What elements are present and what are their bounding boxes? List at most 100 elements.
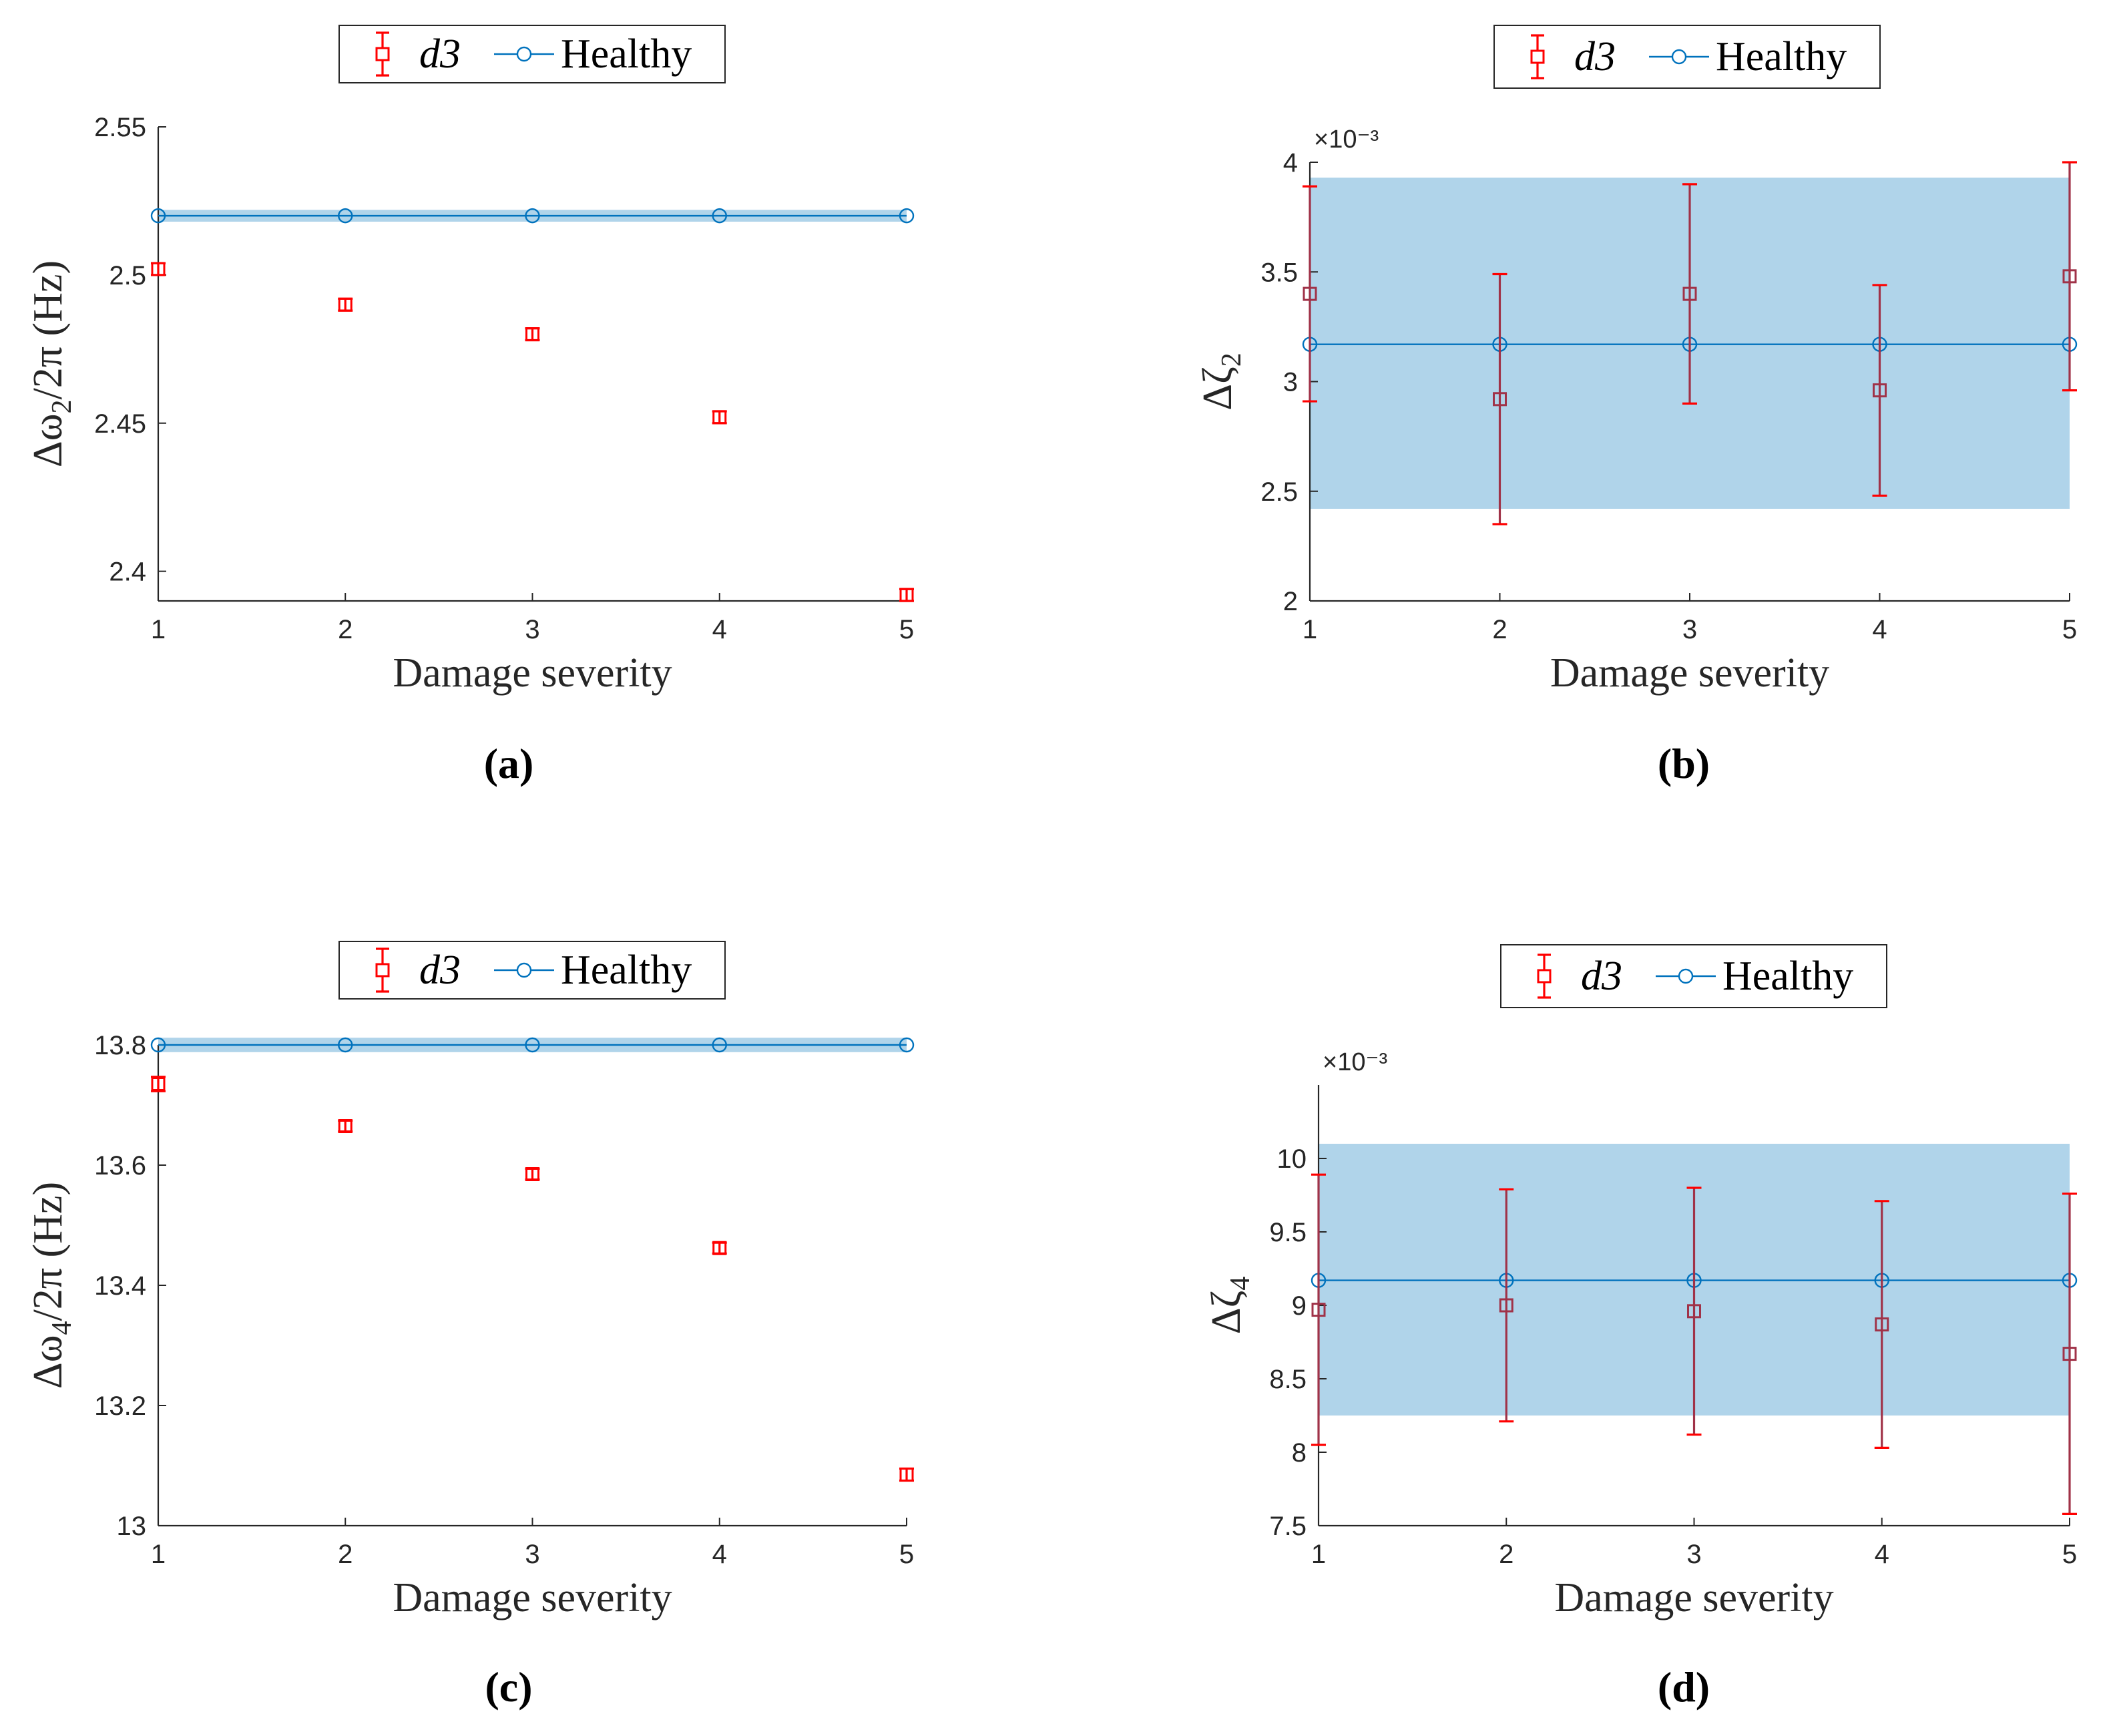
y-tick-label: 8 — [1292, 1438, 1307, 1468]
y-axis-label-subscript: 4 — [1225, 1277, 1256, 1291]
x-tick-label: 5 — [899, 615, 914, 644]
healthy-point — [899, 208, 915, 224]
y-tick-label: 2.4 — [109, 558, 146, 587]
d3-point — [1873, 383, 1887, 398]
d3-point — [525, 327, 539, 342]
legend-healthy-label: Healthy — [1716, 34, 1847, 79]
x-tick-label: 4 — [712, 615, 727, 644]
x-tick-label: 4 — [1875, 1540, 1889, 1569]
x-tick-label: 5 — [2062, 615, 2077, 644]
y-axis-label-main: Δζ — [1204, 1291, 1249, 1335]
healthy-point — [525, 1037, 540, 1053]
d3-point — [1303, 286, 1317, 301]
y-tick-label: 13.6 — [94, 1151, 146, 1180]
d3-error-bar — [1874, 1200, 1889, 1449]
y-axis-label-main: Δζ — [1195, 367, 1240, 411]
x-tick-label: 5 — [2062, 1540, 2077, 1569]
x-tick-label: 4 — [1872, 615, 1887, 644]
d3-point — [1682, 286, 1697, 301]
d3-point — [338, 1119, 353, 1133]
healthy-point — [150, 1037, 166, 1053]
legend: d3 Healthy — [1500, 944, 1887, 1008]
x-tick-label: 1 — [1303, 615, 1317, 644]
x-axis-label: Damage severity — [1554, 1575, 1833, 1620]
legend-d3-label: d3 — [1574, 34, 1616, 79]
y-axis-label: Δζ2 — [1195, 353, 1247, 411]
y-tick-label: 13 — [117, 1512, 147, 1541]
y-tick-label: 2.5 — [109, 261, 146, 290]
x-tick-label: 3 — [1682, 615, 1697, 644]
d3-error-bar — [1686, 1186, 1702, 1436]
d3-error-bar — [1311, 1173, 1326, 1446]
healthy-point — [899, 1037, 915, 1053]
y-tick-label: 3.5 — [1260, 258, 1298, 287]
d3-point — [1875, 1317, 1889, 1332]
d3-point — [1311, 1303, 1326, 1317]
legend-d3-label: d3 — [419, 947, 461, 993]
y-axis-label: Δζ4 — [1204, 1277, 1256, 1335]
x-tick-label: 4 — [712, 1540, 727, 1569]
y-tick-label: 13.2 — [94, 1391, 146, 1421]
legend-d3-marker — [375, 47, 390, 61]
healthy-point — [338, 1037, 353, 1053]
chart-panel-3: 1 2 3 4 5 13 13.2 13.4 13.6 13.8 Damage severity Δω… — [25, 941, 915, 1711]
legend: d3 Healthy — [1493, 25, 1881, 89]
x-tick-label: 2 — [1499, 1540, 1513, 1569]
y-tick-label: 13.8 — [94, 1031, 146, 1060]
panel-caption: (d) — [1658, 1663, 1710, 1711]
x-tick-label: 1 — [151, 1540, 166, 1569]
d3-point — [1687, 1304, 1701, 1319]
x-axis-label: Damage severity — [393, 650, 672, 696]
d3-error-bar — [1499, 1188, 1514, 1423]
x-tick-label: 2 — [1492, 615, 1507, 644]
d3-point — [712, 1241, 727, 1255]
x-tick-label: 1 — [151, 615, 166, 644]
legend: d3 Healthy — [338, 25, 726, 83]
legend-box — [338, 941, 726, 1000]
y-tick-label: 9 — [1292, 1291, 1307, 1321]
x-axis-label: Damage severity — [1550, 650, 1829, 696]
d3-error-bar — [2062, 161, 2077, 392]
y-axis-label-main: Δω — [25, 1335, 71, 1389]
legend-healthy-marker — [516, 46, 532, 62]
y-tick-label: 2.5 — [1260, 477, 1298, 507]
legend-d3-label: d3 — [419, 31, 461, 77]
panel-caption: (b) — [1658, 740, 1710, 787]
panel-caption: (c) — [485, 1663, 532, 1711]
y-exponent-label: ×10⁻³ — [1323, 1048, 1387, 1076]
legend-d3-marker — [375, 963, 390, 978]
d3-point — [1493, 392, 1507, 407]
x-tick-label: 1 — [1311, 1540, 1326, 1569]
y-tick-label: 2.45 — [94, 409, 146, 439]
y-tick-label: 2.55 — [94, 113, 146, 142]
d3-error-bar — [1303, 185, 1317, 403]
d3-point — [2062, 269, 2077, 284]
x-tick-label: 2 — [338, 1540, 353, 1569]
d3-point — [712, 410, 727, 425]
x-tick-label: 5 — [899, 1540, 914, 1569]
x-tick-label: 2 — [338, 615, 353, 644]
d3-point — [1499, 1298, 1513, 1313]
y-axis-label-rest: /2π (Hz) — [25, 1182, 71, 1321]
legend-healthy-marker — [1678, 968, 1694, 984]
d3-error-bar — [1872, 284, 1887, 497]
healthy-point — [525, 208, 540, 224]
legend-d3-label: d3 — [1581, 953, 1622, 999]
y-axis-label: Δω2/2π (Hz) — [25, 260, 77, 467]
d3-point — [2062, 1347, 2077, 1361]
legend-d3-marker — [1530, 49, 1545, 64]
d3-error-bar — [151, 1076, 166, 1092]
y-exponent-label: ×10⁻³ — [1314, 126, 1379, 154]
y-tick-label: 13.4 — [94, 1271, 146, 1301]
legend-healthy-marker — [516, 962, 532, 978]
y-axis-label-main: Δω — [25, 413, 71, 467]
legend: d3 Healthy — [338, 941, 726, 1000]
legend-d3-marker — [1537, 969, 1552, 984]
y-axis-label-subscript: 2 — [47, 399, 77, 413]
d3-point — [899, 588, 914, 602]
y-tick-label: 4 — [1283, 148, 1298, 178]
legend-healthy-label: Healthy — [561, 947, 692, 993]
panel-caption: (a) — [484, 740, 534, 787]
